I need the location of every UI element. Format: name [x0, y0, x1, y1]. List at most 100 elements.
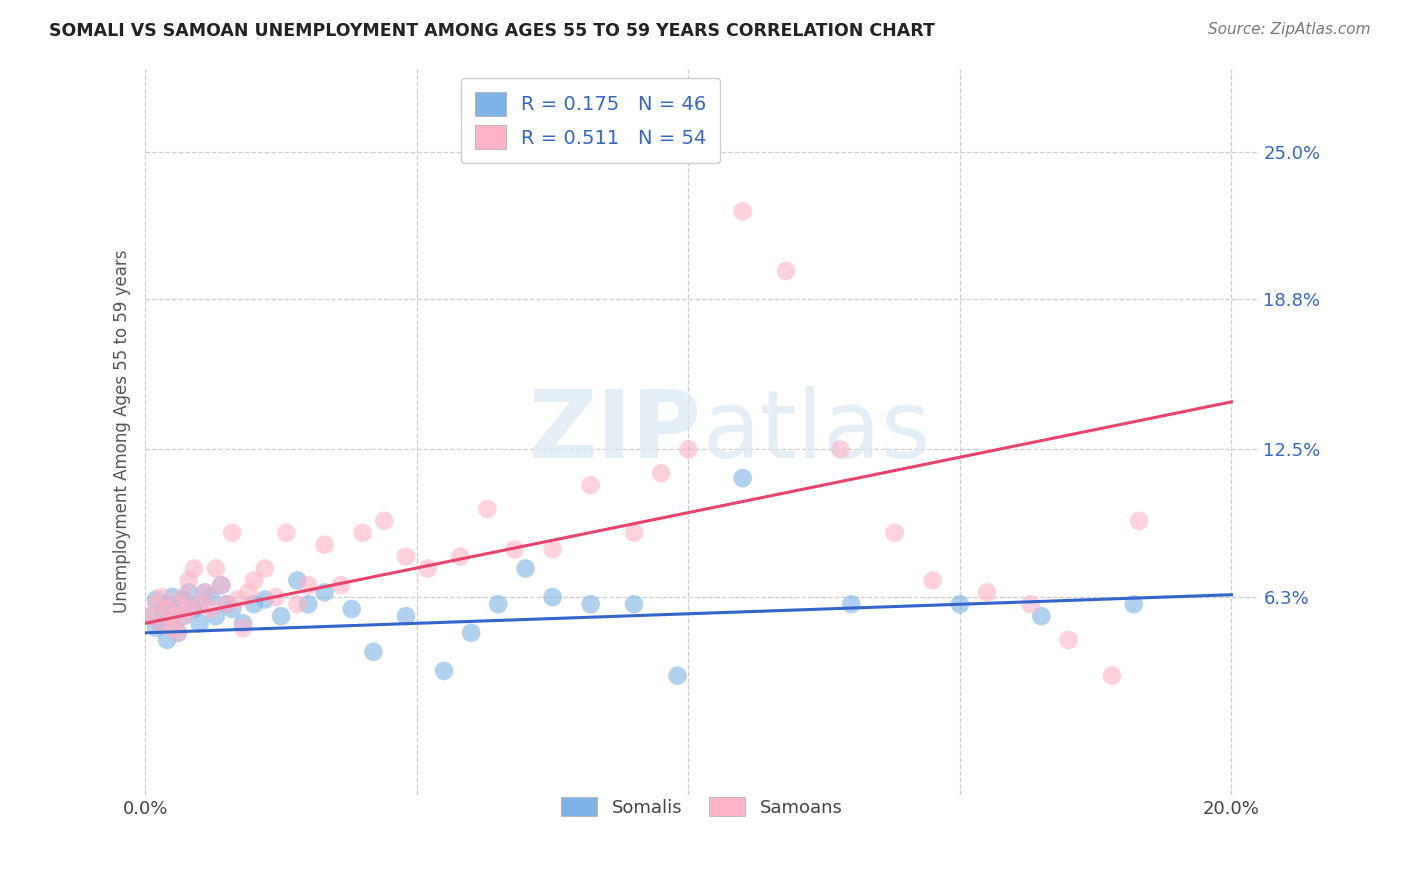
Point	[731, 471, 754, 485]
Point	[150, 616, 173, 631]
Point	[449, 549, 471, 564]
Point	[205, 609, 228, 624]
Point	[1057, 632, 1080, 647]
Point	[177, 574, 200, 588]
Point	[433, 664, 456, 678]
Point	[167, 602, 190, 616]
Point	[150, 616, 173, 631]
Point	[188, 597, 211, 611]
Point	[183, 602, 205, 616]
Point	[162, 621, 184, 635]
Point	[156, 597, 179, 611]
Point	[352, 525, 374, 540]
Point	[1128, 514, 1150, 528]
Point	[183, 561, 205, 575]
Point	[205, 561, 228, 575]
Point	[238, 585, 260, 599]
Point	[839, 597, 862, 611]
Point	[172, 590, 194, 604]
Point	[486, 597, 509, 611]
Point	[623, 597, 645, 611]
Point	[221, 602, 243, 616]
Point	[314, 538, 336, 552]
Point	[150, 602, 173, 616]
Point	[215, 597, 238, 611]
Point	[1101, 668, 1123, 682]
Point	[162, 609, 184, 624]
Point	[395, 609, 418, 624]
Point	[329, 578, 352, 592]
Point	[188, 597, 211, 611]
Point	[541, 542, 564, 557]
Point	[285, 597, 308, 611]
Legend: Somalis, Samoans: Somalis, Samoans	[553, 788, 852, 826]
Point	[200, 590, 222, 604]
Point	[253, 561, 276, 575]
Point	[221, 525, 243, 540]
Point	[623, 525, 645, 540]
Point	[167, 597, 190, 611]
Point	[232, 621, 254, 635]
Point	[172, 609, 194, 624]
Point	[145, 597, 167, 611]
Point	[363, 645, 385, 659]
Point	[215, 597, 238, 611]
Text: atlas: atlas	[702, 385, 931, 477]
Y-axis label: Unemployment Among Ages 55 to 59 years: Unemployment Among Ages 55 to 59 years	[114, 250, 131, 614]
Point	[150, 590, 173, 604]
Point	[579, 597, 602, 611]
Point	[172, 609, 194, 624]
Point	[167, 625, 190, 640]
Point	[177, 602, 200, 616]
Point	[167, 625, 190, 640]
Point	[156, 632, 179, 647]
Point	[883, 525, 905, 540]
Point	[416, 561, 439, 575]
Point	[775, 264, 797, 278]
Point	[340, 602, 363, 616]
Point	[172, 592, 194, 607]
Point	[666, 668, 689, 682]
Point	[177, 585, 200, 599]
Point	[232, 616, 254, 631]
Point	[253, 592, 276, 607]
Point	[650, 467, 672, 481]
Point	[162, 590, 184, 604]
Point	[395, 549, 418, 564]
Point	[678, 442, 700, 457]
Point	[515, 561, 537, 575]
Point	[285, 574, 308, 588]
Point	[1019, 597, 1042, 611]
Point	[270, 609, 292, 624]
Point	[145, 592, 167, 607]
Point	[243, 574, 266, 588]
Point	[156, 602, 179, 616]
Point	[1122, 597, 1144, 611]
Point	[276, 525, 298, 540]
Point	[194, 585, 217, 599]
Point	[1031, 609, 1053, 624]
Point	[314, 585, 336, 599]
Point	[541, 590, 564, 604]
Point	[976, 585, 998, 599]
Point	[477, 502, 499, 516]
Point	[264, 590, 287, 604]
Text: Source: ZipAtlas.com: Source: ZipAtlas.com	[1208, 22, 1371, 37]
Point	[921, 574, 943, 588]
Point	[373, 514, 395, 528]
Point	[200, 602, 222, 616]
Point	[209, 578, 232, 592]
Point	[145, 621, 167, 635]
Text: SOMALI VS SAMOAN UNEMPLOYMENT AMONG AGES 55 TO 59 YEARS CORRELATION CHART: SOMALI VS SAMOAN UNEMPLOYMENT AMONG AGES…	[49, 22, 935, 40]
Point	[460, 625, 482, 640]
Point	[503, 542, 526, 557]
Point	[297, 578, 319, 592]
Point	[731, 204, 754, 219]
Point	[949, 597, 972, 611]
Point	[579, 478, 602, 492]
Point	[830, 442, 852, 457]
Point	[297, 597, 319, 611]
Point	[226, 592, 249, 607]
Text: ZIP: ZIP	[529, 385, 702, 477]
Point	[194, 585, 217, 599]
